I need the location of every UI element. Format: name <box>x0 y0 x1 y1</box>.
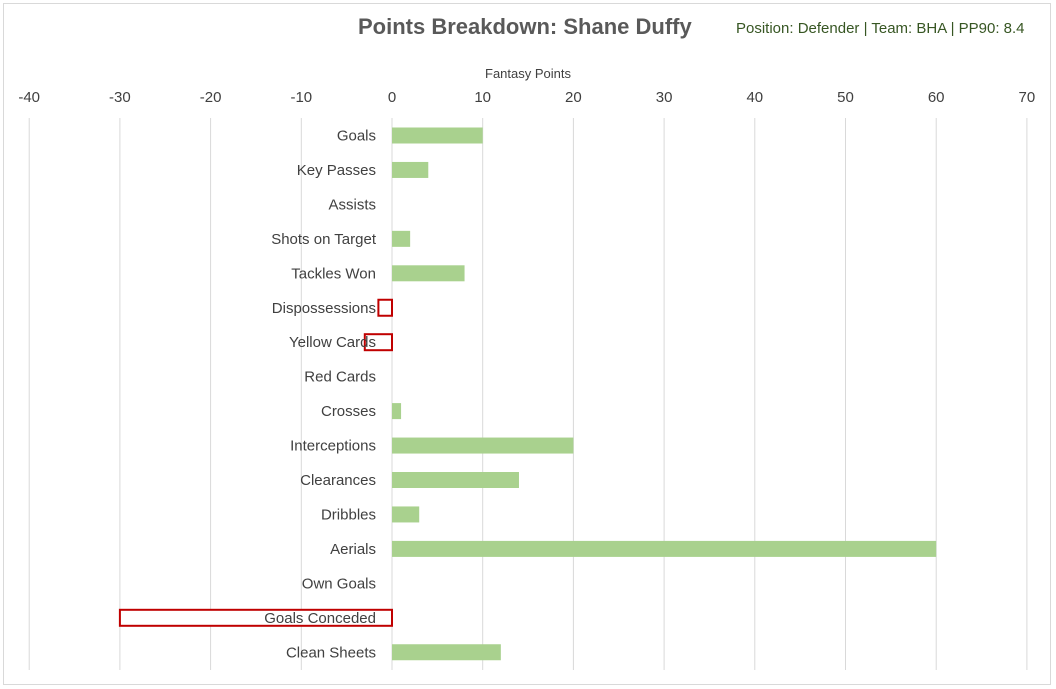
x-tick-label: 20 <box>565 89 582 106</box>
x-tick-label: -30 <box>109 89 131 106</box>
x-tick-label: 0 <box>388 89 396 106</box>
x-tick-label: 50 <box>837 89 854 106</box>
category-label-key-passes: Key Passes <box>297 162 376 179</box>
category-label-crosses: Crosses <box>321 403 376 420</box>
category-label-aerials: Aerials <box>330 541 376 558</box>
chart-title: Points Breakdown: Shane Duffy <box>358 14 692 39</box>
category-label-clearances: Clearances <box>300 472 376 489</box>
bar-aerials <box>392 540 937 557</box>
category-label-dispossessions: Dispossessions <box>272 300 376 317</box>
category-label-shots-on-target: Shots on Target <box>271 231 377 248</box>
category-label-goals: Goals <box>337 128 376 145</box>
x-tick-label: 60 <box>928 89 945 106</box>
x-axis-ticks: -40 -30 -20 -10 0 10 20 30 40 50 60 70 <box>18 89 1035 106</box>
category-label-goals-conceded: Goals Conceded <box>264 610 376 627</box>
x-tick-label: 40 <box>746 89 763 106</box>
bars <box>118 127 937 661</box>
bar-clearances <box>392 472 519 488</box>
bar-tackles-won <box>392 265 465 282</box>
x-tick-label: -20 <box>200 89 222 106</box>
bar-shots-on-target <box>392 230 411 247</box>
gridlines <box>28 118 1028 670</box>
bar-yellow-cards <box>363 333 394 352</box>
x-tick-label: 30 <box>656 89 673 106</box>
category-label-dribbles: Dribbles <box>321 506 376 523</box>
category-label-assists: Assists <box>328 196 376 213</box>
bar-goals-conceded <box>118 608 394 627</box>
bar-key-passes <box>392 161 429 178</box>
chart-frame <box>3 3 1051 685</box>
category-label-interceptions: Interceptions <box>290 438 376 455</box>
x-tick-label: -40 <box>18 89 40 106</box>
x-tick-label: 70 <box>1019 89 1036 106</box>
bar-crosses <box>392 403 402 420</box>
bar-interceptions <box>392 437 574 454</box>
x-axis-title: Fantasy Points <box>485 66 571 81</box>
category-label-clean-sheets: Clean Sheets <box>286 644 376 661</box>
category-label-tackles-won: Tackles Won <box>291 265 376 282</box>
x-tick-label: 10 <box>474 89 491 106</box>
bar-dispossessions <box>377 298 393 317</box>
bar-goals <box>392 127 483 144</box>
category-labels: Goals Key Passes Assists Shots on Target Tac… <box>264 128 377 662</box>
x-tick-label: -10 <box>290 89 312 106</box>
category-label-red-cards: Red Cards <box>304 369 376 386</box>
category-label-yellow-cards: Yellow Cards <box>289 334 376 351</box>
bar-clean-sheets <box>392 644 501 661</box>
category-label-own-goals: Own Goals <box>302 575 376 592</box>
chart-subtitle: Position: Defender | Team: BHA | PP90: 8… <box>736 20 1025 37</box>
bar-dribbles <box>392 506 420 523</box>
